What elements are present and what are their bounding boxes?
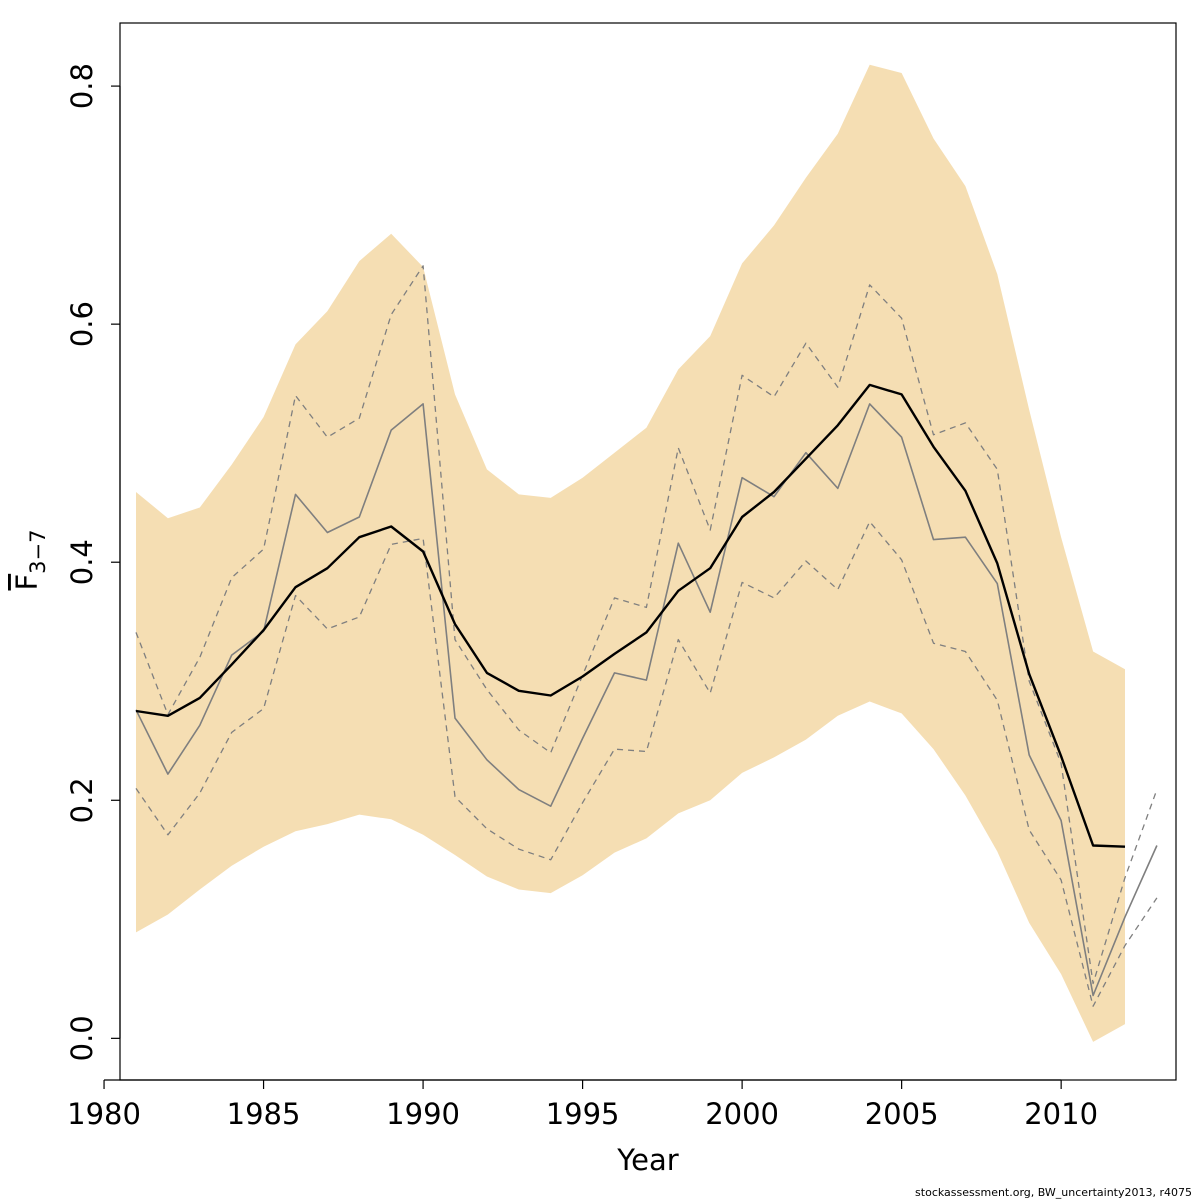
series-line-0 [135, 383, 1126, 848]
y-tick-label: 0.2 [65, 777, 99, 823]
series-line-1 [135, 403, 1158, 997]
confidence-band-layer [136, 64, 1125, 1042]
y-axis-title: F3−7 [10, 529, 50, 590]
y-tick-label: 0.0 [65, 1015, 99, 1061]
y-tick-label: 0.6 [65, 301, 99, 347]
x-axis: 1980 1985 1990 1995 2000 2005 2010 [67, 1079, 1098, 1131]
confidence-band [136, 64, 1125, 1042]
x-axis-title: Year [616, 1143, 678, 1177]
x-tick-label: 2010 [1024, 1097, 1098, 1131]
y-axis-title-subscript: 3−7 [26, 529, 50, 573]
x-tick-label: 2005 [865, 1097, 939, 1131]
x-tick-label: 1985 [227, 1097, 301, 1131]
svg-text:F3−7: F3−7 [10, 529, 50, 590]
x-tick-label: 1995 [546, 1097, 620, 1131]
y-axis: 0.0 0.2 0.4 0.6 0.8 [65, 63, 121, 1061]
x-tick-label: 2000 [705, 1097, 779, 1131]
y-tick-label: 0.8 [65, 63, 99, 109]
x-tick-label: 1990 [386, 1097, 460, 1131]
series-layer [135, 265, 1158, 1007]
credit-note: stockassessment.org, BW_uncertainty2013,… [915, 1186, 1192, 1199]
y-tick-label: 0.4 [65, 539, 99, 585]
x-tick-label: 1980 [67, 1097, 141, 1131]
series-line-2 [135, 265, 1158, 985]
y-axis-title-base: F [10, 574, 44, 591]
